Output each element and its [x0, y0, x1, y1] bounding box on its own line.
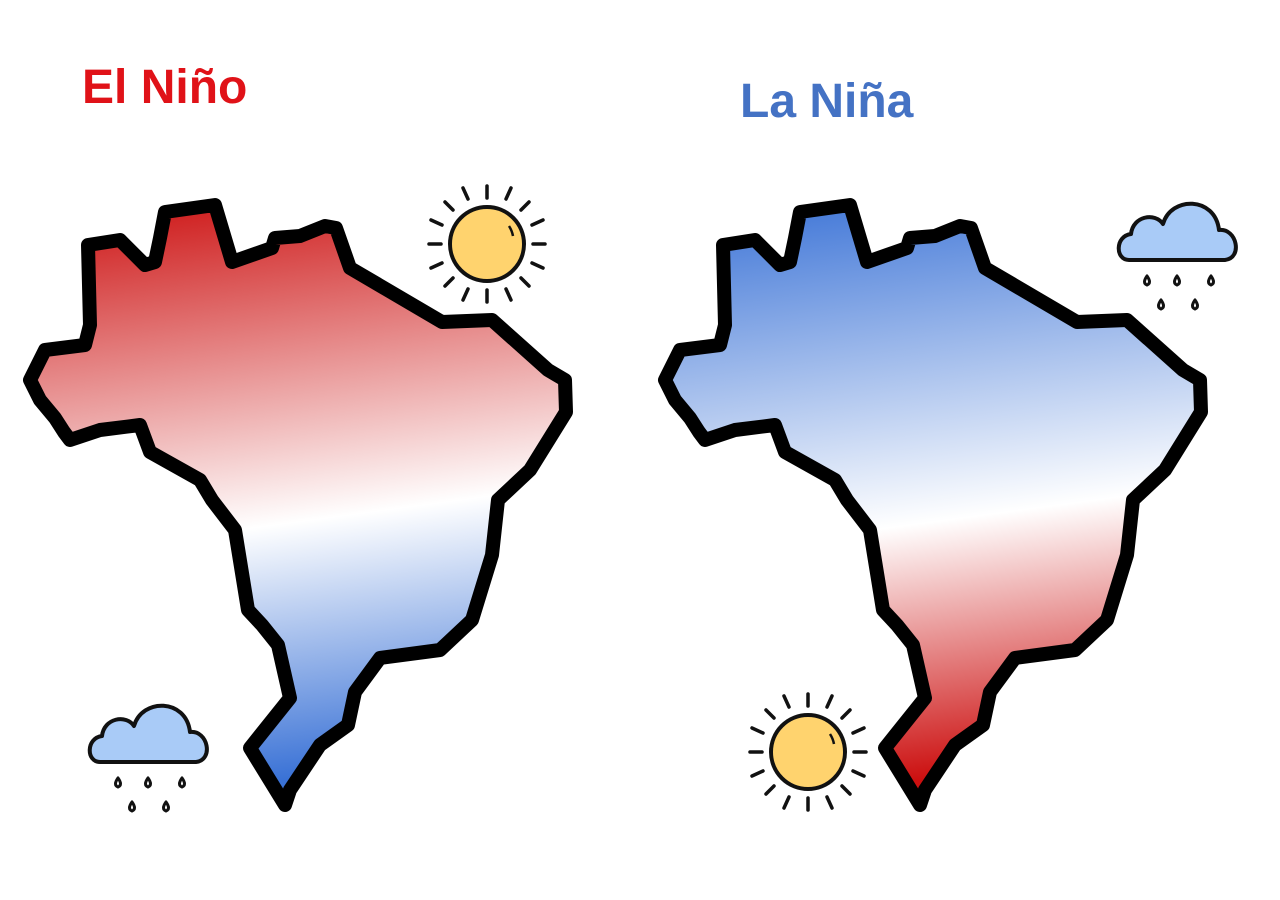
la-nina-south-sun-icon — [748, 692, 868, 812]
el-nino-title: El Niño — [82, 61, 248, 114]
la-nina-panel — [665, 201, 1238, 812]
la-nina-north-rain-cloud-icon — [1116, 201, 1238, 311]
el-nino-panel — [30, 184, 566, 813]
la-nina-brazil-map — [665, 205, 1201, 805]
el-nino-north-sun-icon — [427, 184, 547, 304]
el-nino-south-rain-cloud-icon — [87, 703, 209, 813]
la-nina-title: La Niña — [740, 75, 914, 128]
